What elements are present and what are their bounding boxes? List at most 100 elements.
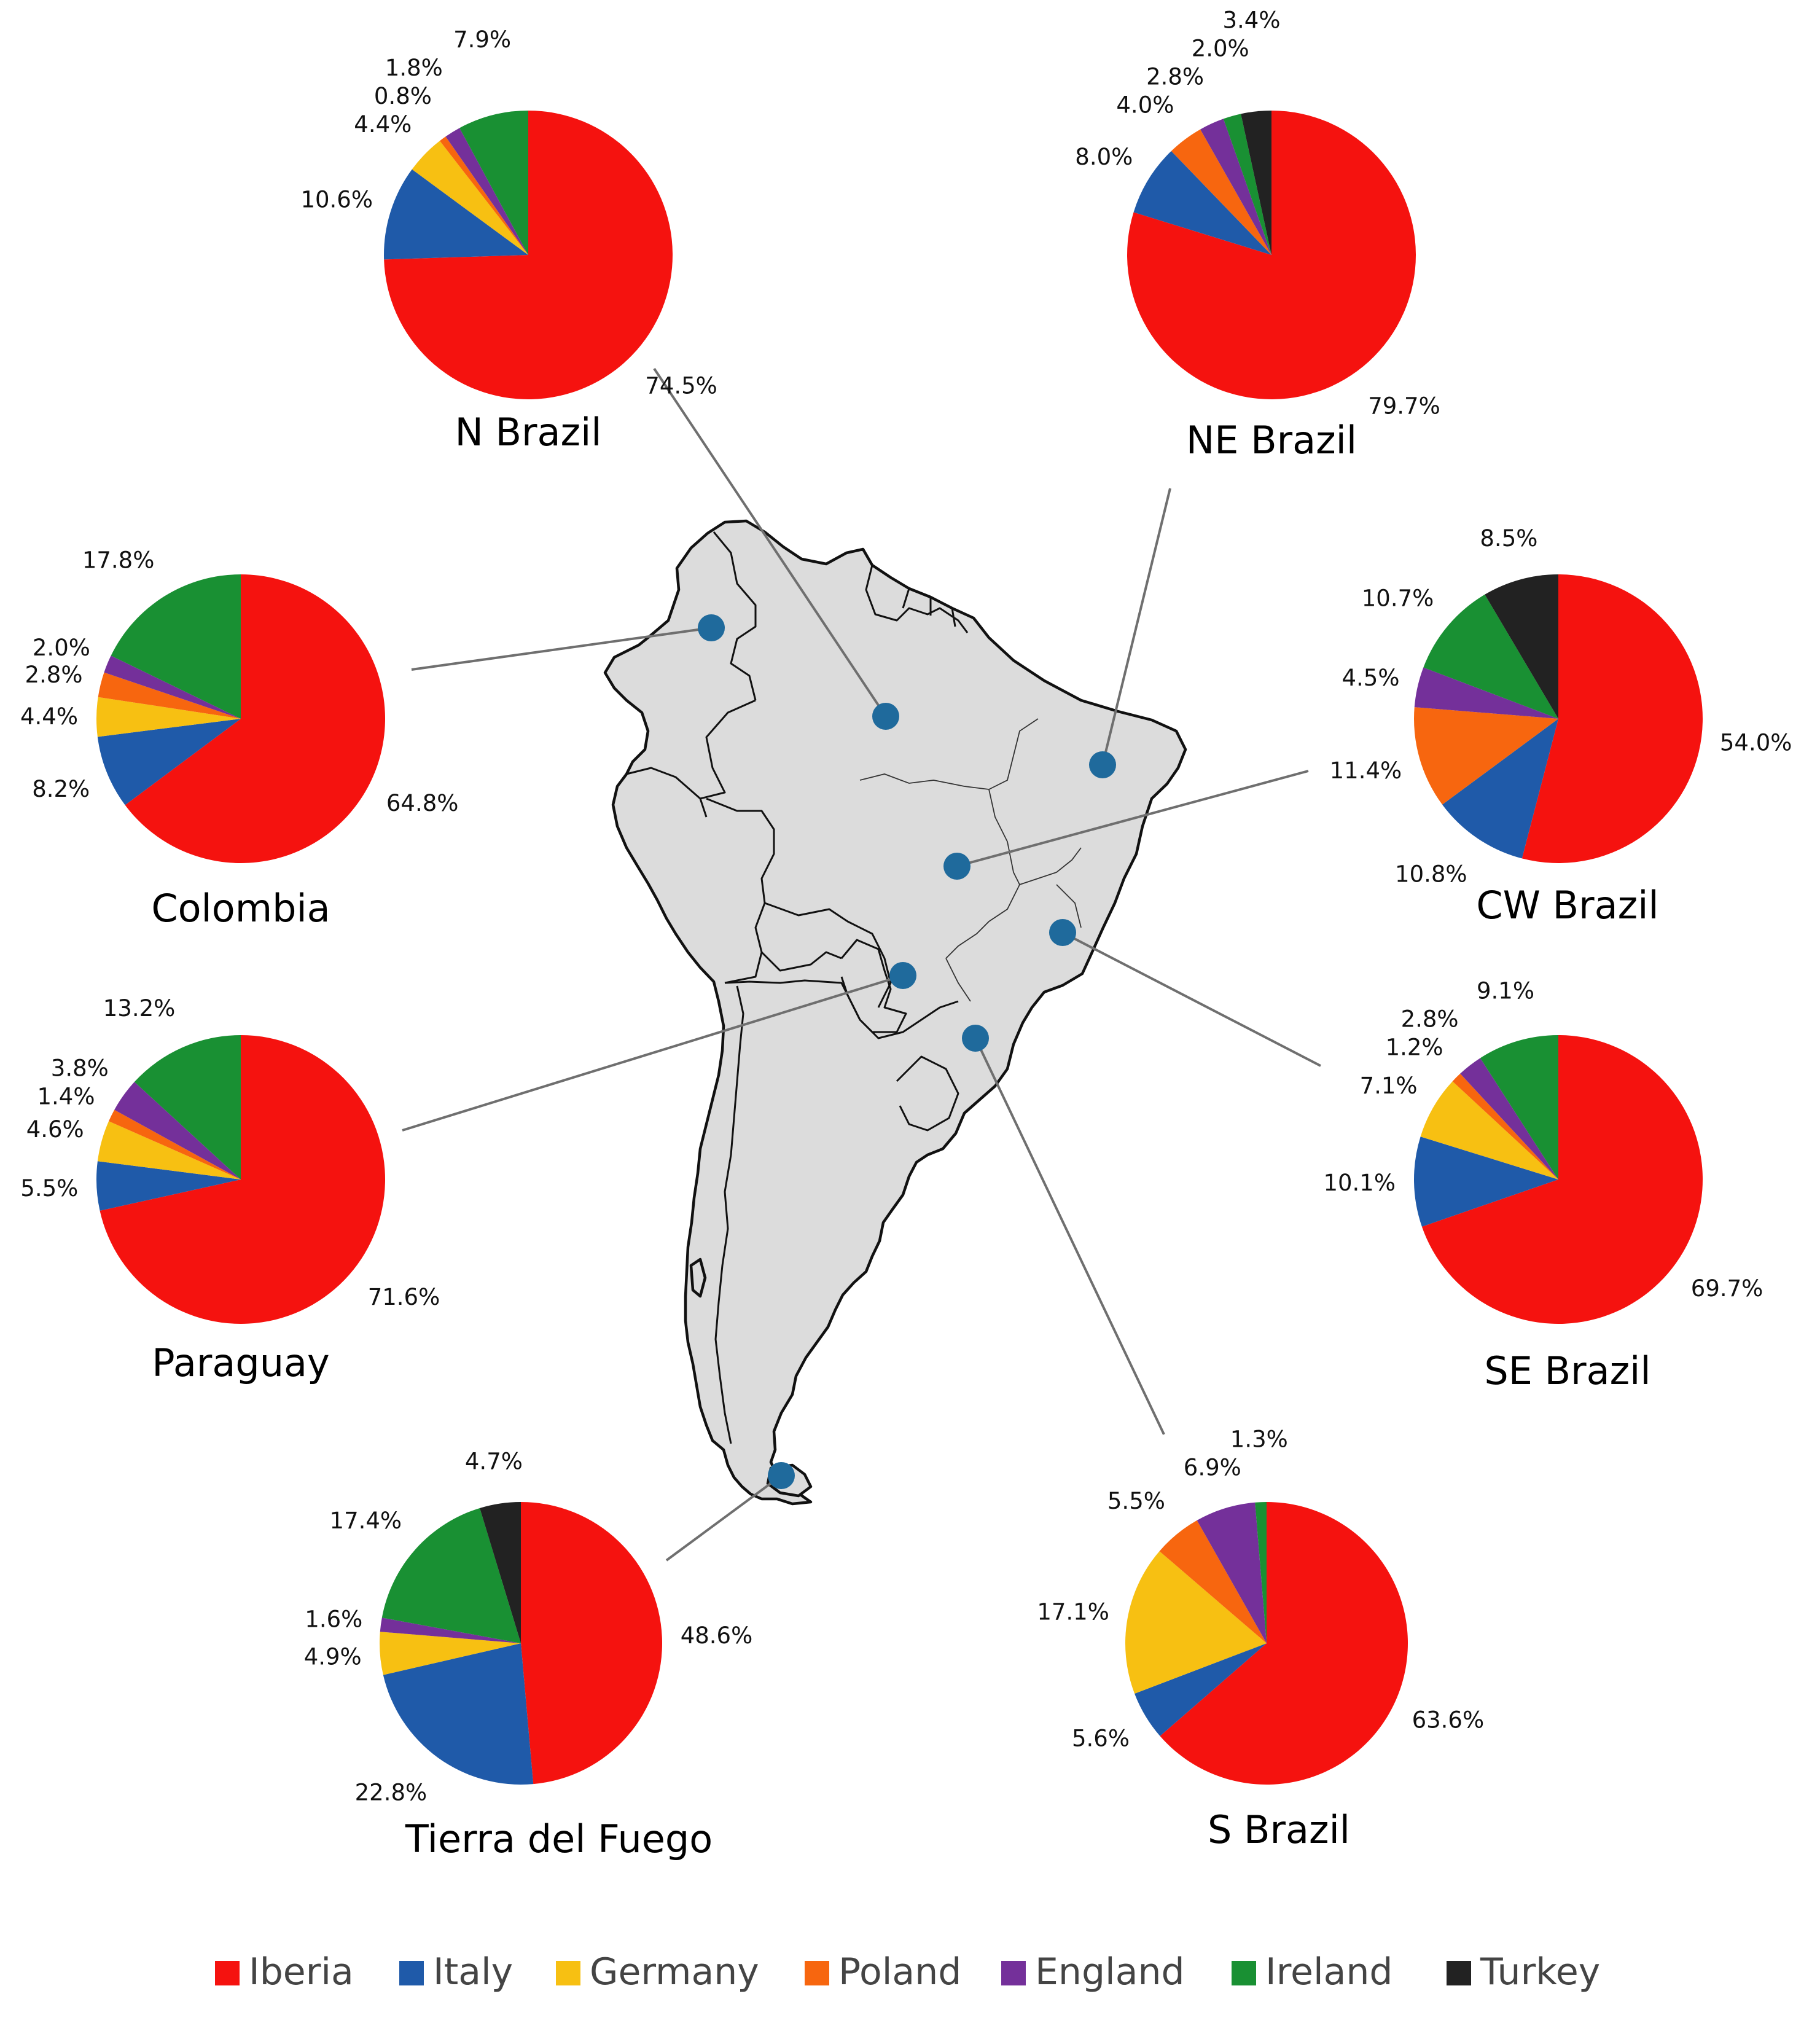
- data-label-colombia-ireland: 17.8%: [82, 547, 155, 574]
- pie-slice-tierra-del-fuego-iberia: [521, 1502, 662, 1785]
- pie-slice-se-brazil-england: [1460, 1058, 1558, 1179]
- pie-slice-colombia-italy: [97, 719, 241, 805]
- data-label-cw-brazil-poland: 11.4%: [1330, 757, 1402, 784]
- pie-title-cw-brazil: CW Brazil: [1476, 883, 1658, 928]
- pie-title-se-brazil: SE Brazil: [1484, 1348, 1650, 1393]
- legend-label-germany: Germany: [590, 1950, 759, 1993]
- pie-slice-cw-brazil-italy: [1442, 719, 1558, 859]
- pie-slice-paraguay-ireland: [134, 1035, 241, 1179]
- pie-slice-n-brazil-iberia: [384, 111, 673, 399]
- pie-charts: 74.5%10.6%4.4%0.8%1.8%7.9%N Brazil79.7%8…: [20, 7, 1792, 1861]
- pie-slice-s-brazil-england: [1197, 1502, 1267, 1643]
- data-label-se-brazil-germany: 7.1%: [1360, 1073, 1418, 1099]
- pie-title-paraguay: Paraguay: [152, 1340, 329, 1385]
- pie-slice-cw-brazil-turkey: [1485, 574, 1558, 719]
- data-label-n-brazil-ireland: 7.9%: [453, 26, 511, 53]
- venezuela-colombia-border: [713, 531, 757, 701]
- data-label-s-brazil-poland: 5.5%: [1107, 1488, 1165, 1514]
- pie-title-ne-brazil: NE Brazil: [1186, 418, 1357, 463]
- chiloe-island: [689, 1257, 707, 1298]
- pie-slice-ne-brazil-england: [1200, 119, 1271, 255]
- leader-lines: [402, 367, 1321, 1562]
- data-label-paraguay-ireland: 13.2%: [103, 995, 176, 1022]
- legend-swatch-germany: [556, 1961, 580, 1985]
- legend-swatch-iberia: [215, 1961, 240, 1985]
- pie-slice-ne-brazil-italy: [1133, 151, 1271, 255]
- pie-slice-n-brazil-england: [445, 128, 528, 255]
- colombia-brazil-border: [700, 699, 756, 800]
- pie-slice-colombia-poland: [98, 672, 241, 719]
- data-label-cw-brazil-ireland: 10.7%: [1362, 585, 1434, 612]
- data-label-colombia-england: 2.0%: [33, 635, 90, 661]
- pie-paraguay: 71.6% 5.5% 4.6% 1.4%3.8% 13.2%: [20, 995, 440, 1324]
- data-label-ne-brazil-ireland: 2.0%: [1192, 36, 1249, 62]
- leader-line-s-brazil: [974, 1038, 1165, 1435]
- pie-title-tierra-del-fuego: Tierra del Fuego: [405, 1817, 713, 1861]
- data-label-tierra-del-fuego-england: 1.6%: [305, 1606, 362, 1633]
- pie-slice-s-brazil-germany: [1125, 1551, 1267, 1694]
- pie-title-s-brazil: S Brazil: [1208, 1807, 1350, 1852]
- peru-brazil-border: [706, 797, 775, 904]
- pie-slice-s-brazil-poland: [1159, 1520, 1267, 1643]
- marker-tierra-del-fuego: [768, 1462, 795, 1489]
- marker-ne-brazil: [1089, 751, 1116, 778]
- legend-swatch-poland: [805, 1961, 829, 1985]
- pie-slice-se-brazil-italy: [1414, 1136, 1558, 1227]
- pie-slice-ne-brazil-iberia: [1127, 111, 1416, 400]
- data-label-n-brazil-germany: 4.4%: [354, 111, 412, 138]
- pie-slice-s-brazil-ireland: [1255, 1502, 1267, 1643]
- pie-title-colombia: Colombia: [151, 886, 330, 931]
- data-label-ne-brazil-england: 2.8%: [1146, 64, 1204, 90]
- pie-slice-se-brazil-ireland: [1480, 1035, 1558, 1179]
- data-label-se-brazil-iberia: 69.7%: [1691, 1275, 1763, 1302]
- data-label-n-brazil-poland: 0.8%: [374, 83, 432, 109]
- pie-slice-colombia-germany: [96, 697, 241, 737]
- pie-slice-paraguay-italy: [96, 1161, 241, 1211]
- legend-label-iberia: Iberia: [249, 1950, 354, 1993]
- pie-s-brazil: 63.6% 5.6% 17.1% 5.5% 6.9%1.3%: [1037, 1426, 1484, 1785]
- legend-label-turkey: Turkey: [1480, 1950, 1600, 1993]
- data-label-cw-brazil-turkey: 8.5%: [1480, 525, 1537, 552]
- legend-label-england: England: [1035, 1950, 1185, 1993]
- pie-slice-paraguay-iberia: [100, 1035, 386, 1324]
- pie-slice-tierra-del-fuego-germany: [380, 1632, 521, 1675]
- data-label-paraguay-england: 3.8%: [51, 1055, 109, 1082]
- pie-slice-cw-brazil-iberia: [1521, 574, 1703, 864]
- leader-line-paraguay: [402, 974, 904, 1132]
- leader-line-cw-brazil: [956, 770, 1309, 867]
- pie-slice-paraguay-england: [114, 1082, 241, 1179]
- pie-slice-cw-brazil-ireland: [1423, 594, 1558, 719]
- pie-slice-s-brazil-iberia: [1160, 1502, 1408, 1785]
- pie-slice-n-brazil-ireland: [459, 111, 528, 255]
- leader-line-tierra-del-fuego: [665, 1474, 783, 1562]
- data-label-tierra-del-fuego-turkey: 4.7%: [465, 1448, 523, 1474]
- pie-slice-n-brazil-germany: [412, 141, 528, 255]
- data-label-colombia-germany: 4.4%: [20, 703, 78, 730]
- marker-paraguay: [889, 962, 916, 989]
- pie-slice-se-brazil-iberia: [1421, 1035, 1703, 1324]
- data-label-cw-brazil-italy: 10.8%: [1395, 861, 1467, 888]
- brazil-state-borders: [859, 718, 1082, 1002]
- leader-line-ne-brazil: [1101, 488, 1171, 765]
- data-label-colombia-italy: 8.2%: [32, 776, 90, 802]
- data-label-paraguay-germany: 4.6%: [26, 1116, 84, 1143]
- data-label-tierra-del-fuego-germany: 4.9%: [304, 1644, 362, 1670]
- guianas-border: [865, 565, 969, 633]
- data-label-paraguay-iberia: 71.6%: [368, 1284, 440, 1310]
- data-label-colombia-iberia: 64.8%: [386, 790, 459, 816]
- legend-label-poland: Poland: [838, 1950, 961, 1993]
- pie-se-brazil: 69.7% 10.1% 7.1% 1.2%2.8% 9.1%: [1323, 977, 1763, 1324]
- pie-slice-tierra-del-fuego-england: [380, 1617, 521, 1643]
- pie-slice-n-brazil-italy: [384, 169, 528, 260]
- data-label-n-brazil-italy: 10.6%: [300, 186, 373, 213]
- continent-outline: [603, 519, 1187, 1506]
- argentina-north-border: [724, 979, 959, 1039]
- data-label-s-brazil-germany: 17.1%: [1037, 1598, 1109, 1625]
- data-label-s-brazil-iberia: 63.6%: [1412, 1707, 1485, 1733]
- data-label-n-brazil-england: 1.8%: [385, 55, 443, 81]
- data-label-colombia-poland: 2.8%: [25, 662, 83, 688]
- legend-swatch-england: [1001, 1961, 1026, 1985]
- pie-slice-se-brazil-germany: [1420, 1081, 1558, 1179]
- argentina-chile-border: [714, 985, 744, 1444]
- data-label-tierra-del-fuego-iberia: 48.6%: [681, 1622, 753, 1649]
